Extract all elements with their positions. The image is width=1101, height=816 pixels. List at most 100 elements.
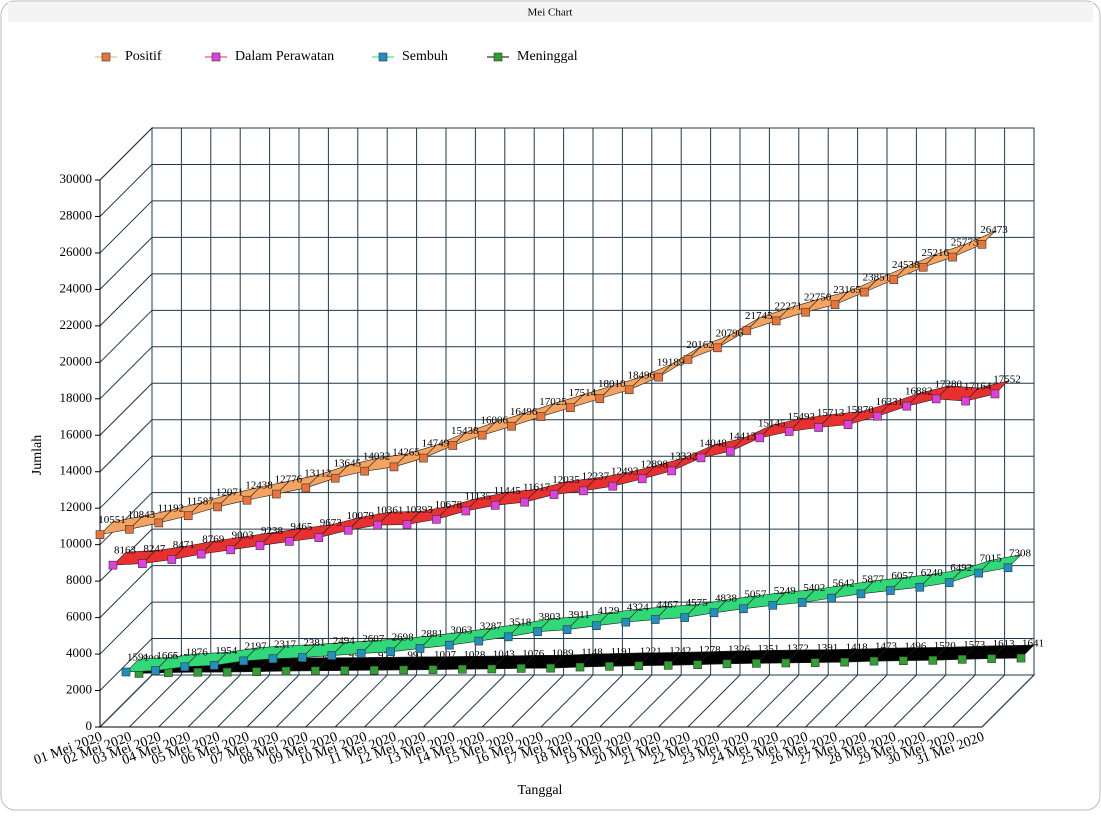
marker — [579, 486, 588, 496]
marker — [239, 656, 248, 666]
data-label: 12035 — [552, 474, 580, 486]
marker — [987, 654, 996, 663]
chart-title: Mei Chart — [528, 7, 573, 19]
data-label: 20796 — [716, 327, 744, 339]
data-label: 3287 — [480, 621, 503, 633]
data-label: 1221 — [640, 645, 662, 657]
marker — [209, 661, 219, 670]
data-label: 21745 — [745, 310, 773, 322]
data-label: 15493 — [787, 411, 815, 423]
y-tick-label: 22000 — [60, 317, 93, 332]
marker — [683, 355, 693, 364]
grid-line — [305, 674, 359, 728]
grid-line — [246, 674, 300, 728]
marker — [928, 655, 938, 665]
marker — [948, 252, 957, 262]
grid-line — [99, 309, 153, 363]
data-label: 15713 — [817, 407, 845, 419]
data-label: 22271 — [774, 300, 802, 312]
y-tick-label: 30000 — [60, 171, 93, 186]
marker — [771, 316, 781, 326]
marker — [428, 665, 438, 674]
marker — [180, 662, 190, 672]
marker — [873, 411, 882, 421]
data-label: 5877 — [862, 573, 885, 585]
ribbon — [977, 554, 1022, 574]
grid-line — [99, 565, 153, 618]
marker — [797, 598, 807, 607]
marker — [272, 489, 281, 499]
marker — [843, 420, 853, 429]
y-tick-label: 26000 — [60, 244, 93, 259]
data-label: 4467 — [656, 599, 679, 611]
data-label: 12493 — [611, 466, 639, 478]
marker — [696, 453, 706, 463]
marker — [448, 441, 458, 450]
grid-line — [99, 492, 153, 546]
grid-line — [364, 674, 417, 728]
data-label: 8471 — [173, 539, 195, 551]
marker — [121, 667, 131, 677]
data-label: 6492 — [950, 562, 972, 574]
data-label: 9003 — [232, 529, 255, 541]
data-label: 23165 — [833, 284, 861, 296]
data-label: 1496 — [904, 640, 927, 652]
marker — [961, 396, 970, 406]
marker — [709, 608, 719, 618]
grid-line — [687, 674, 741, 728]
marker — [899, 656, 908, 666]
title-bar — [8, 2, 1093, 22]
y-tick-label: 10000 — [60, 536, 93, 551]
legend-label: Positif — [125, 49, 162, 64]
grid-line — [511, 674, 564, 728]
marker — [330, 473, 340, 483]
marker — [281, 666, 291, 676]
marker — [889, 275, 899, 284]
data-label: 10079 — [346, 510, 374, 522]
data-label: 12898 — [640, 458, 668, 470]
data-label: 1007 — [434, 649, 457, 661]
data-label: 3063 — [450, 625, 473, 637]
marker — [419, 453, 428, 463]
y-tick-label: 0 — [86, 718, 93, 733]
marker — [752, 659, 761, 668]
y-tick-label: 24000 — [60, 280, 93, 295]
grid-line — [658, 674, 711, 728]
marker — [1016, 653, 1026, 663]
marker — [268, 654, 278, 664]
marker — [654, 372, 663, 382]
y-tick-label: 2000 — [66, 682, 92, 697]
data-label: 9673 — [320, 517, 343, 529]
marker — [402, 520, 412, 529]
marker — [768, 600, 778, 610]
data-label: 9465 — [290, 521, 313, 533]
grid-line — [99, 127, 153, 181]
data-label: 2494 — [333, 635, 356, 647]
data-label: 17280 — [934, 378, 962, 390]
marker — [781, 658, 791, 668]
data-label: 1954 — [215, 645, 238, 657]
grid-line — [99, 419, 153, 473]
data-label: 1473 — [875, 641, 898, 653]
marker — [314, 533, 324, 542]
marker — [546, 663, 555, 673]
marker — [399, 665, 408, 675]
data-label: 11192 — [157, 502, 184, 514]
grid-line — [628, 674, 682, 728]
marker — [605, 661, 614, 671]
grid-line — [540, 674, 594, 728]
marker — [974, 568, 983, 578]
grid-line — [805, 674, 858, 728]
grid-line — [158, 674, 212, 728]
data-label: 13112 — [304, 467, 331, 479]
marker — [213, 502, 222, 512]
marker — [343, 525, 353, 535]
marker — [356, 649, 366, 658]
marker — [637, 474, 647, 484]
data-label: 1418 — [846, 642, 869, 654]
data-label: 1641 — [1022, 638, 1044, 650]
data-label: 10393 — [405, 504, 433, 516]
data-label: 1520 — [934, 640, 957, 652]
data-label: 3911 — [568, 609, 590, 621]
